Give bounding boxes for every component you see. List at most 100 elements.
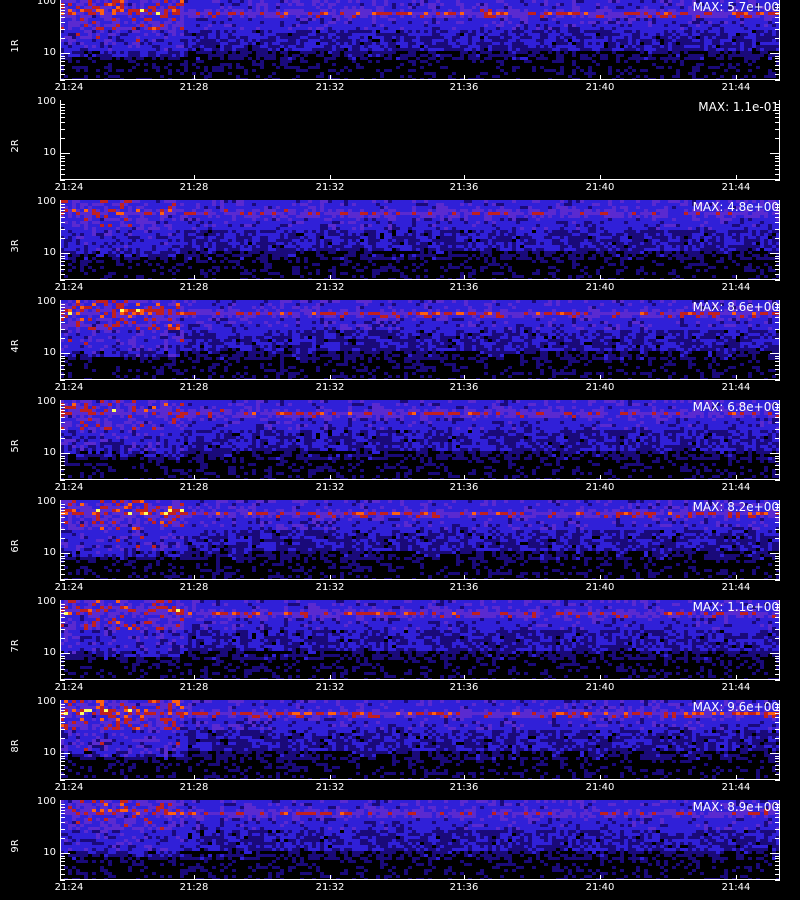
heatmap-cell: [768, 18, 772, 21]
heatmap-cell: [708, 45, 712, 48]
heatmap-cell: [620, 3, 624, 6]
heatmap-cell: [400, 24, 404, 27]
heatmap-cell: [616, 15, 620, 18]
heatmap-cell: [388, 0, 392, 3]
heatmap-cell: [284, 254, 288, 257]
heatmap-cell: [268, 75, 272, 78]
heatmap-cell: [92, 12, 96, 15]
heatmap-cell: [216, 27, 220, 30]
heatmap-cell: [132, 24, 136, 27]
heatmap-cell: [432, 54, 436, 57]
heatmap-cell: [408, 36, 412, 39]
heatmap-cell: [284, 48, 288, 51]
heatmap-cell: [304, 30, 308, 33]
heatmap-cell: [212, 203, 216, 206]
heatmap-cell: [180, 15, 184, 18]
heatmap-cell: [284, 9, 288, 12]
heatmap-cell: [732, 54, 736, 57]
heatmap-cell: [464, 9, 468, 12]
heatmap-cell: [312, 27, 316, 30]
heatmap-cell: [324, 18, 328, 21]
heatmap-cell: [244, 254, 248, 257]
heatmap-cell: [148, 209, 152, 212]
heatmap-cell: [156, 27, 160, 30]
heatmap-cell: [436, 3, 440, 6]
heatmap-cell: [220, 248, 224, 251]
heatmap-cell: [152, 251, 156, 254]
heatmap-cell: [740, 27, 744, 30]
heatmap-cell: [340, 48, 344, 51]
heatmap-cell: [124, 242, 128, 245]
heatmap-cell: [224, 39, 228, 42]
heatmap-cell: [276, 45, 280, 48]
heatmap-cell: [204, 272, 208, 275]
heatmap-cell: [236, 78, 240, 80]
heatmap-cell: [428, 72, 432, 75]
heatmap-cell: [212, 212, 216, 215]
heatmap-cell: [196, 27, 200, 30]
heatmap-cell: [516, 78, 520, 80]
heatmap-cell: [168, 203, 172, 206]
heatmap-cell: [516, 9, 520, 12]
heatmap-cell: [356, 39, 360, 42]
heatmap-cell: [588, 21, 592, 24]
heatmap-cell: [220, 233, 224, 236]
heatmap-cell: [596, 3, 600, 6]
heatmap-cell: [124, 239, 128, 242]
heatmap-cell: [108, 251, 112, 254]
heatmap-cell: [300, 3, 304, 6]
heatmap-cell: [396, 21, 400, 24]
heatmap-cell: [284, 6, 288, 9]
heatmap-cell: [748, 36, 752, 39]
heatmap-cell: [712, 21, 716, 24]
heatmap-cell: [220, 39, 224, 42]
heatmap-cell: [100, 0, 104, 3]
heatmap-cell: [620, 30, 624, 33]
heatmap-cell: [276, 233, 280, 236]
heatmap-cell: [248, 6, 252, 9]
heatmap-cell: [300, 6, 304, 9]
heatmap-cell: [756, 30, 760, 33]
heatmap-cell: [744, 48, 748, 51]
heatmap-cell: [64, 203, 68, 206]
heatmap-cell: [120, 27, 124, 30]
heatmap-cell: [72, 248, 76, 251]
heatmap-cell: [716, 78, 720, 80]
heatmap-cell: [452, 15, 456, 18]
heatmap-cell: [116, 57, 120, 60]
heatmap-cell: [132, 221, 136, 224]
heatmap-cell: [212, 30, 216, 33]
heatmap-cell: [684, 45, 688, 48]
heatmap-cell: [432, 6, 436, 9]
heatmap-cell: [332, 48, 336, 51]
heatmap-cell: [260, 227, 264, 230]
heatmap-cell: [252, 206, 256, 209]
heatmap-cell: [180, 12, 184, 15]
heatmap-cell: [776, 24, 780, 27]
heatmap-cell: [264, 12, 268, 15]
heatmap-cell: [532, 27, 536, 30]
heatmap-cell: [168, 245, 172, 248]
heatmap-cell: [80, 33, 84, 36]
heatmap-cell: [740, 0, 744, 3]
heatmap-cell: [88, 203, 92, 206]
heatmap-cell: [484, 12, 488, 15]
heatmap-svg: [60, 200, 780, 280]
heatmap-cell: [268, 212, 272, 215]
heatmap-cell: [188, 215, 192, 218]
heatmap-cell: [104, 57, 108, 60]
heatmap-cell: [340, 21, 344, 24]
heatmap-cell: [312, 6, 316, 9]
heatmap-cell: [736, 21, 740, 24]
heatmap-cell: [648, 57, 652, 60]
heatmap-cell: [144, 224, 148, 227]
heatmap-cell: [380, 48, 384, 51]
heatmap-cell: [344, 27, 348, 30]
heatmap-cell: [708, 54, 712, 57]
y-tick-right: [775, 74, 780, 75]
heatmap-cell: [652, 24, 656, 27]
heatmap-cell: [552, 3, 556, 6]
heatmap-cell: [728, 9, 732, 12]
heatmap-cell: [196, 227, 200, 230]
heatmap-cell: [452, 48, 456, 51]
